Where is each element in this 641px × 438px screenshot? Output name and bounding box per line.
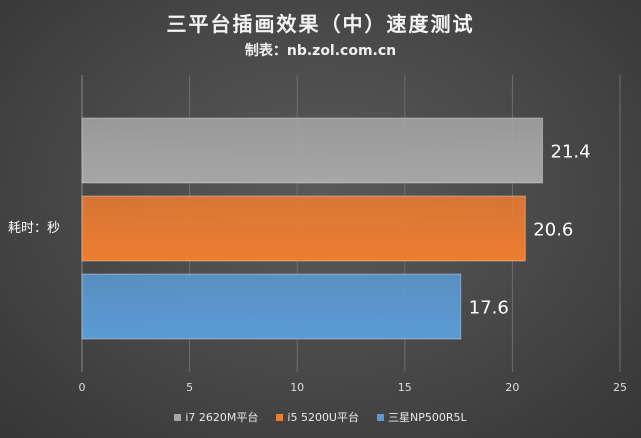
x-tick-label-10: 10 (290, 381, 304, 394)
legend-label-samsung: 三星NP500R5L (388, 411, 467, 424)
legend-label-i7: i7 2620M平台 (185, 411, 259, 424)
legend-swatch-i5 (276, 413, 284, 421)
data-label-2: 17.6 (469, 298, 509, 319)
category-label: 耗时：秒 (8, 221, 60, 236)
legend-item-i5: i5 5200U平台 (276, 409, 359, 425)
legend-item-samsung: 三星NP500R5L (377, 409, 467, 425)
x-tick-label-0: 0 (79, 381, 86, 394)
legend-item-i7: i7 2620M平台 (174, 409, 258, 425)
legend-label-i5: i5 5200U平台 (287, 411, 359, 424)
chart-subtitle: 制表：nb.zol.com.cn (244, 43, 397, 59)
bar-1 (81, 195, 526, 262)
legend: i7 2620M平台 i5 5200U平台 三星NP500R5L (0, 409, 641, 425)
chart-title: 三平台插画效果（中）速度测试 (166, 12, 475, 36)
x-tick-label-20: 20 (505, 381, 519, 394)
bar-0 (81, 117, 544, 184)
bar-2 (81, 273, 462, 340)
legend-swatch-samsung (377, 413, 384, 421)
data-label-0: 21.4 (551, 142, 591, 163)
x-tick-label-5: 5 (186, 381, 193, 394)
x-tick-label-25: 25 (613, 381, 627, 394)
legend-swatch-i7 (174, 413, 182, 421)
x-tick-label-15: 15 (398, 381, 412, 394)
data-label-1: 20.6 (533, 220, 573, 241)
